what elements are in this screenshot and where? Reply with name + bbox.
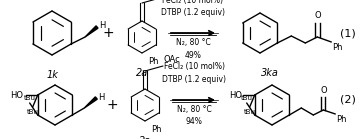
Text: N₂, 80 °C
49%: N₂, 80 °C 49% [175,38,210,59]
Polygon shape [85,26,98,37]
Text: +: + [102,26,114,40]
Text: H: H [98,92,105,101]
Text: 2a: 2a [136,68,148,78]
Text: HO: HO [10,90,23,100]
Text: HO: HO [229,90,242,100]
Text: (2): (2) [340,95,356,105]
Text: O: O [320,86,327,95]
Text: Ph: Ph [336,115,347,124]
Text: FeCl₂ (10 mol%)
DTBP (1.2 equiv): FeCl₂ (10 mol%) DTBP (1.2 equiv) [162,63,226,84]
Text: N₂, 80 °C
94%: N₂, 80 °C 94% [177,105,211,126]
Text: tBu: tBu [24,95,36,101]
Text: tBu: tBu [241,95,253,101]
Text: Ph: Ph [332,43,343,52]
Text: 1k: 1k [46,70,58,80]
Text: O: O [314,11,321,20]
Text: Ph: Ph [148,57,158,66]
Text: +: + [106,98,118,112]
Text: 3ka: 3ka [261,68,279,78]
Text: FeCl₂ (10 mol%)
DTBP (1.2 equiv): FeCl₂ (10 mol%) DTBP (1.2 equiv) [161,0,225,17]
Text: OAc: OAc [164,55,181,64]
Text: 2a: 2a [139,136,151,139]
Text: H: H [99,22,106,30]
Text: tBu: tBu [27,109,39,115]
Polygon shape [84,97,97,108]
Text: (1): (1) [340,28,356,38]
Text: tBu: tBu [244,109,256,115]
Text: Ph: Ph [151,125,162,134]
